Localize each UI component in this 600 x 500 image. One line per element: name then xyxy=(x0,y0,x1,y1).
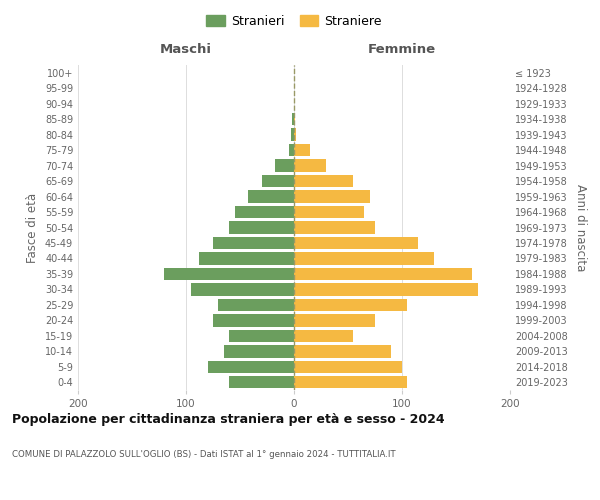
Bar xyxy=(289,144,294,156)
Bar xyxy=(294,237,418,249)
Bar xyxy=(275,160,294,172)
Bar xyxy=(164,268,294,280)
Legend: Stranieri, Straniere: Stranieri, Straniere xyxy=(202,11,386,32)
Bar xyxy=(235,206,294,218)
Bar xyxy=(292,113,294,126)
Bar xyxy=(294,298,407,311)
Bar xyxy=(191,283,294,296)
Text: COMUNE DI PALAZZOLO SULL'OGLIO (BS) - Dati ISTAT al 1° gennaio 2024 - TUTTITALIA: COMUNE DI PALAZZOLO SULL'OGLIO (BS) - Da… xyxy=(12,450,395,459)
Bar xyxy=(294,160,326,172)
Bar xyxy=(291,128,294,141)
Y-axis label: Fasce di età: Fasce di età xyxy=(26,192,39,262)
Bar xyxy=(294,222,375,234)
Bar xyxy=(208,360,294,373)
Bar xyxy=(294,268,472,280)
Bar xyxy=(199,252,294,264)
Text: Maschi: Maschi xyxy=(160,42,212,56)
Bar xyxy=(294,190,370,202)
Bar xyxy=(213,237,294,249)
Bar xyxy=(294,113,295,126)
Bar xyxy=(294,206,364,218)
Bar xyxy=(294,360,402,373)
Bar xyxy=(294,283,478,296)
Bar xyxy=(294,128,296,141)
Bar xyxy=(213,314,294,326)
Bar xyxy=(224,345,294,358)
Bar xyxy=(229,222,294,234)
Bar xyxy=(229,330,294,342)
Bar xyxy=(294,144,310,156)
Bar xyxy=(294,314,375,326)
Bar xyxy=(218,298,294,311)
Bar xyxy=(294,175,353,188)
Bar xyxy=(229,376,294,388)
Y-axis label: Anni di nascita: Anni di nascita xyxy=(574,184,587,271)
Bar xyxy=(262,175,294,188)
Bar xyxy=(248,190,294,202)
Bar xyxy=(294,330,353,342)
Bar xyxy=(294,252,434,264)
Bar xyxy=(294,376,407,388)
Text: Femmine: Femmine xyxy=(368,42,436,56)
Bar xyxy=(294,345,391,358)
Text: Popolazione per cittadinanza straniera per età e sesso - 2024: Popolazione per cittadinanza straniera p… xyxy=(12,412,445,426)
